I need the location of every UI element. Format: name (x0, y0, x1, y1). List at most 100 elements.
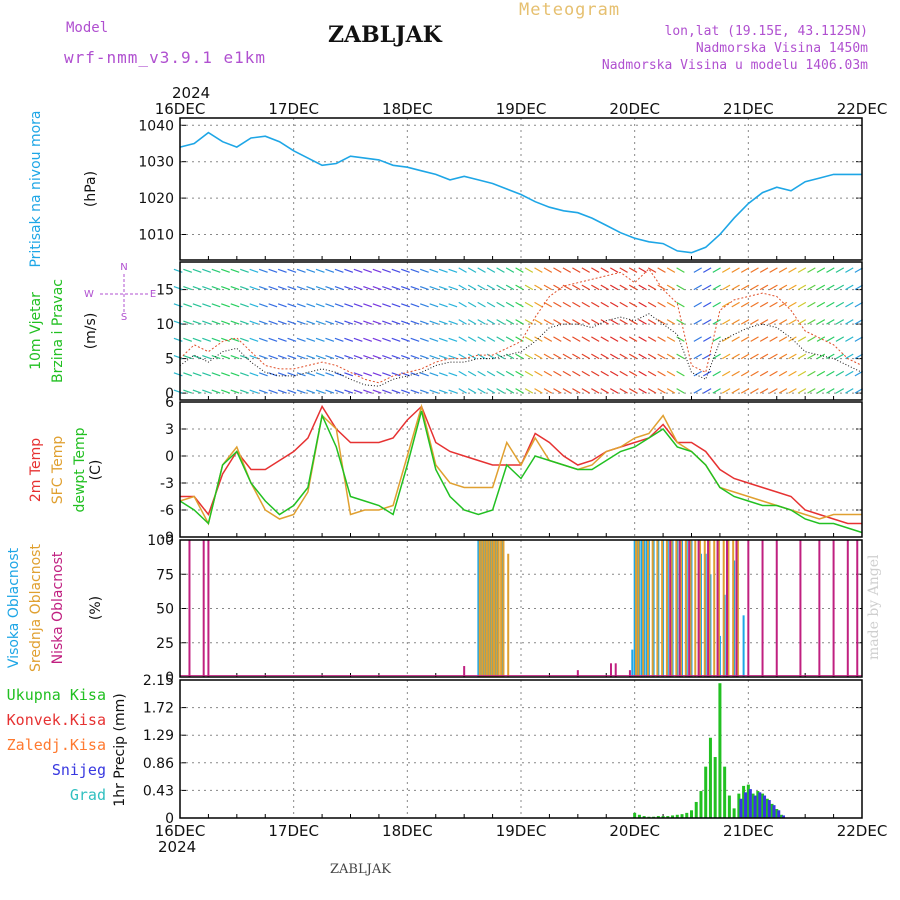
wind-barb (202, 303, 211, 308)
wind-barb (363, 354, 373, 360)
wind-dir-s: S (121, 312, 127, 323)
wind-barb (845, 319, 854, 325)
wind-barb (816, 336, 826, 342)
model-altitude-label: Nadmorska Visina u modelu 1406.03m (601, 58, 868, 73)
wind-barb (372, 320, 382, 325)
wind-barb (591, 336, 600, 342)
wind-barb (429, 337, 439, 342)
wind-barb (363, 268, 373, 273)
wind-barb (249, 268, 259, 273)
wind-barb (410, 354, 420, 360)
wind-barb (628, 336, 638, 342)
wind-barb (315, 337, 325, 342)
wind-barb (353, 268, 363, 273)
wind-barb (353, 320, 363, 325)
wind-barb (591, 284, 600, 291)
wind-barb (268, 372, 278, 377)
wind-barb (797, 388, 807, 394)
wind-barb (221, 285, 230, 291)
wind-barb (515, 319, 524, 325)
wind-barb (306, 372, 316, 377)
wind-barb (277, 389, 287, 394)
precip-bar-ukupna (675, 814, 679, 818)
wind-barb (703, 336, 712, 342)
precip-bar-snijeg (744, 792, 748, 818)
wind-barb (647, 267, 657, 273)
wind-barb (721, 388, 731, 394)
station-title: ZABLJAK (328, 22, 442, 48)
wind-barb (486, 284, 496, 291)
wind-barb (505, 336, 515, 342)
wind-barb (731, 353, 740, 360)
wind-barb (731, 388, 740, 394)
wind-barb (712, 284, 721, 291)
precip-bar-ukupna (770, 803, 774, 818)
wind-barb (410, 320, 420, 325)
wind-barb (826, 301, 835, 308)
wind-barb (429, 320, 439, 325)
wind-barb (372, 337, 382, 342)
wind-barb (553, 388, 562, 394)
wind-barb (258, 303, 268, 308)
wind-barb (647, 388, 657, 394)
wind-barb (268, 320, 278, 325)
wind-barb (221, 303, 230, 308)
wind-barb (534, 336, 543, 342)
wind-barb (429, 389, 439, 394)
wind-barb (477, 301, 486, 308)
wind-barb (258, 389, 268, 394)
wind-barb (581, 284, 590, 291)
wind-barb (524, 284, 534, 291)
wind-barb (401, 337, 410, 342)
wind-barb (401, 354, 410, 360)
wind-barb (391, 268, 401, 273)
y-tick-label: 1020 (138, 191, 174, 207)
wind-dir-e: E (150, 289, 156, 300)
wind-barb (835, 353, 845, 360)
precip-bar-snijeg (777, 810, 781, 818)
wind-barb (419, 320, 429, 325)
wind-barb (372, 354, 382, 360)
wind-barb (657, 319, 666, 325)
wind-barb (712, 336, 721, 342)
wind-barb (372, 303, 382, 308)
wind-barb (287, 337, 297, 342)
wind-barb (619, 267, 628, 273)
wind-barb (230, 320, 240, 325)
wind-barb (249, 372, 259, 377)
wind-barb (410, 372, 420, 377)
wind-barb (759, 284, 769, 291)
wind-barb (401, 285, 410, 291)
wind-barb (325, 389, 335, 394)
wind-barb (306, 354, 316, 360)
wind-barb (788, 284, 797, 291)
wind-barb (486, 301, 496, 308)
lonlat-label: lon,lat (19.15E, 43.1125N) (664, 24, 869, 39)
wind-barb (306, 337, 316, 342)
wind-barb (419, 303, 429, 308)
wind-barb (703, 301, 712, 308)
precip-bar-ukupna (690, 810, 693, 818)
wind-dir-n: N (120, 262, 127, 273)
wind-barb (496, 353, 505, 360)
wind-barb (562, 319, 572, 325)
precip-bar-ukupna (775, 809, 779, 818)
wind-barb (477, 319, 486, 325)
wind-barb (581, 370, 590, 377)
wind-barb (249, 354, 259, 360)
wind-barb (258, 337, 268, 342)
wind-barb (600, 301, 609, 308)
wind-barb (562, 284, 572, 291)
wind-barb (638, 267, 647, 273)
wind-barb (553, 370, 562, 377)
wind-barb (750, 301, 759, 308)
wind-barb (666, 284, 676, 291)
wind-barb (600, 267, 609, 273)
wind-barb (173, 285, 183, 291)
wind-barb (676, 267, 685, 273)
wind-barb (249, 389, 259, 394)
wind-barb (486, 319, 496, 325)
wind-barb (202, 372, 211, 377)
wind-barb (628, 319, 638, 325)
wind-barb (609, 370, 619, 377)
